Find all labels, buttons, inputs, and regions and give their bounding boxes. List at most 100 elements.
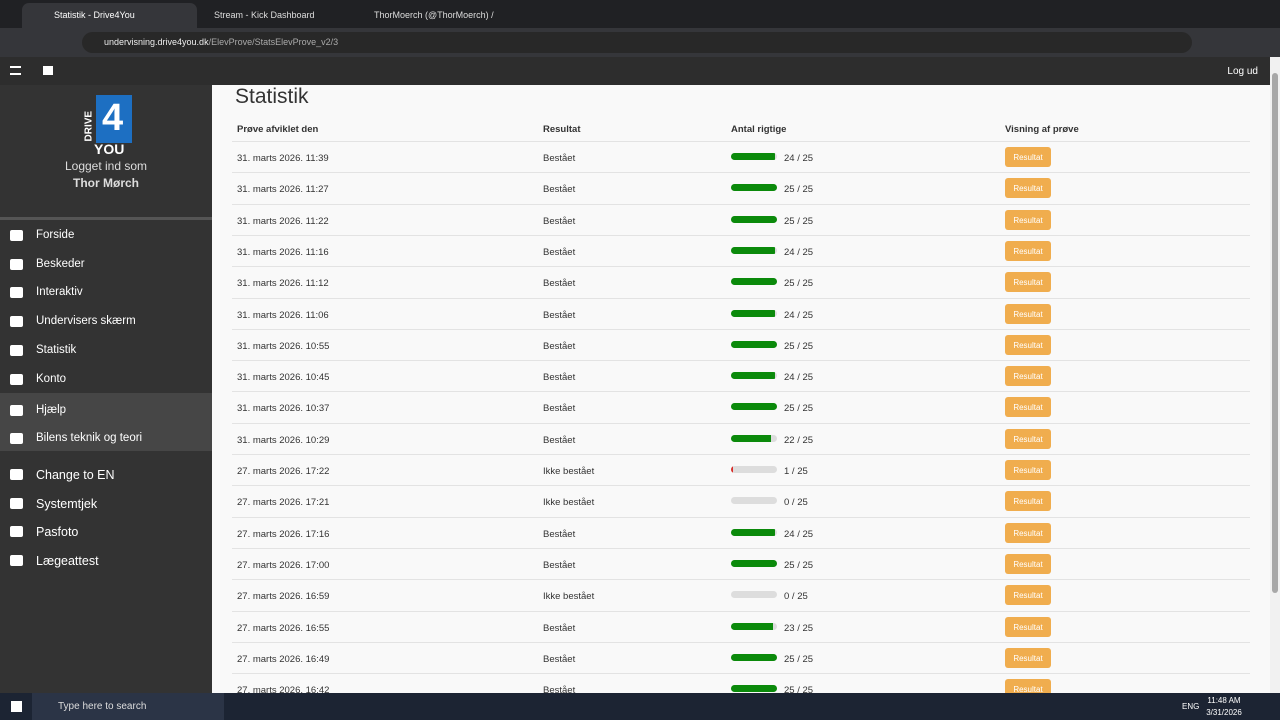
score: 24 / 25	[784, 372, 814, 384]
table-row: 31. marts 2026. 11:16 Bestået 24 / 25 Resul…	[232, 234, 1250, 266]
home-icon[interactable]	[43, 66, 53, 75]
menu-icon	[10, 373, 23, 385]
result: Bestået	[543, 153, 576, 164]
tab[interactable]: Statistik - Drive4You	[22, 3, 197, 28]
table-row: 27. marts 2026. 16:59 Ikke bestået 0 / 25 R…	[232, 579, 1250, 610]
menu-icon	[10, 230, 23, 241]
result-button[interactable]: Resultat	[1005, 428, 1051, 449]
result-button[interactable]: Resultat	[1005, 616, 1051, 637]
menu-item[interactable]: Hjælp	[0, 397, 212, 425]
score: 25 / 25	[784, 403, 814, 415]
tab[interactable]: ThorMoerch (@ThorMoerch) /	[374, 10, 494, 20]
logged-in-label: Logget ind som	[64, 159, 148, 173]
tab[interactable]: Stream - Kick Dashboard	[214, 10, 315, 20]
table-row: 31. marts 2026. 10:37 Bestået 25 / 25 Resul…	[232, 391, 1250, 422]
table-row: 31. marts 2026. 11:39 Bestået 24 / 25 Resul…	[232, 141, 1250, 172]
menu-item[interactable]: Undervisers skærm	[0, 308, 212, 336]
progress-bar	[731, 215, 777, 223]
start-button[interactable]	[11, 701, 22, 712]
page-title: Statistik	[235, 85, 309, 108]
result-button[interactable]: Resultat	[1005, 303, 1051, 324]
table-row: 27. marts 2026. 17:00 Bestået 25 / 25 Resul…	[232, 547, 1250, 579]
content: Statistik Prøve afviklet den Resultat An…	[212, 85, 1270, 693]
table-row: 31. marts 2026. 11:22 Bestået 25 / 25 Resul…	[232, 203, 1250, 235]
progress-track	[731, 685, 777, 693]
menu-icon	[10, 287, 23, 299]
menu-toggle[interactable]	[10, 66, 21, 75]
result-button[interactable]: Resultat	[1005, 585, 1051, 606]
progress-bar	[731, 184, 777, 192]
progress-bar	[731, 622, 774, 630]
result-button[interactable]: Resultat	[1005, 647, 1051, 668]
score: 25 / 25	[784, 215, 814, 227]
progress-track	[731, 184, 777, 192]
score: 24 / 25	[784, 309, 814, 321]
result-button[interactable]: Resultat	[1005, 209, 1051, 230]
menu-icon	[10, 316, 23, 328]
progress-bar	[731, 246, 776, 254]
menu-item[interactable]: Forside	[0, 222, 212, 250]
result-button[interactable]: Resultat	[1005, 178, 1051, 199]
clock-date: 3/31/2026	[1206, 708, 1242, 717]
result-button[interactable]: Resultat	[1005, 272, 1051, 293]
scroll-thumb[interactable]	[1272, 73, 1278, 593]
menu-item[interactable]: Bilens teknik og teori	[0, 425, 212, 453]
result: Bestået	[543, 278, 576, 290]
divider	[0, 217, 212, 220]
table-row: 31. marts 2026. 11:06 Bestået 24 / 25 Resul…	[232, 297, 1250, 329]
result-button[interactable]: Resultat	[1005, 147, 1051, 167]
result-button[interactable]: Resultat	[1005, 491, 1051, 512]
logo: DRIVE 4 YOU	[80, 95, 132, 157]
menu-item[interactable]: Interaktiv	[0, 279, 212, 307]
menu-item[interactable]: Systemtjek	[0, 490, 212, 518]
score: 23 / 25	[784, 622, 814, 634]
help-section	[0, 393, 212, 451]
result-button[interactable]: Resultat	[1005, 240, 1051, 261]
progress-track	[731, 653, 777, 661]
table-row: 27. marts 2026. 16:42 Bestået 25 / 25 Resul…	[232, 673, 1250, 693]
result-button[interactable]: Resultat	[1005, 679, 1051, 693]
result: Bestået	[543, 403, 576, 415]
menu-item[interactable]: Beskeder	[0, 251, 212, 279]
score: 25 / 25	[784, 278, 814, 290]
table-row: 27. marts 2026. 16:49 Bestået 25 / 25 Resul…	[232, 641, 1250, 673]
date: 31. marts 2026. 11:06	[237, 309, 329, 321]
date: 27. marts 2026. 17:16	[237, 528, 330, 540]
app-header: Log ud	[0, 57, 1280, 85]
progress-bar	[731, 372, 776, 380]
progress-bar	[731, 685, 777, 693]
scrollbar[interactable]	[1270, 57, 1280, 693]
result: Bestået	[543, 184, 576, 196]
progress-track	[731, 622, 777, 630]
column-header: Antal rigtige	[731, 124, 787, 135]
progress-track	[731, 153, 777, 160]
result: Bestået	[543, 685, 576, 693]
logout[interactable]: Log ud	[1227, 66, 1258, 77]
date: 27. marts 2026. 17:22	[237, 466, 330, 477]
result-button[interactable]: Resultat	[1005, 460, 1051, 480]
menu-item[interactable]: Lægeattest	[0, 547, 212, 575]
user-name: Thor Mørch	[73, 176, 139, 190]
column-header: Prøve afviklet den	[237, 124, 319, 135]
search-box[interactable]: Type here to search	[32, 693, 224, 720]
menu-icon	[10, 433, 23, 444]
column-header: Resultat	[543, 124, 581, 135]
menu-item[interactable]: Pasfoto	[0, 518, 212, 546]
result: Bestået	[543, 309, 576, 321]
menu-item[interactable]: Konto	[0, 366, 212, 394]
menu-item[interactable]: Change to EN	[0, 461, 212, 489]
result: Bestået	[543, 434, 576, 446]
logo-text: DRIVE	[83, 110, 95, 142]
logo-block	[96, 95, 132, 143]
result-button[interactable]: Resultat	[1005, 553, 1051, 574]
result-button[interactable]: Resultat	[1005, 522, 1051, 543]
menu-item[interactable]: Statistik	[0, 337, 212, 365]
date: 31. marts 2026. 11:39	[237, 153, 329, 164]
result-button[interactable]: Resultat	[1005, 366, 1051, 387]
result-button[interactable]: Resultat	[1005, 397, 1051, 418]
result-button[interactable]: Resultat	[1005, 334, 1051, 355]
score: 0 / 25	[784, 497, 808, 509]
progress-track	[731, 466, 777, 473]
url-field[interactable]: undervisning.drive4you.dk/ElevProve/Stat…	[82, 32, 1192, 53]
